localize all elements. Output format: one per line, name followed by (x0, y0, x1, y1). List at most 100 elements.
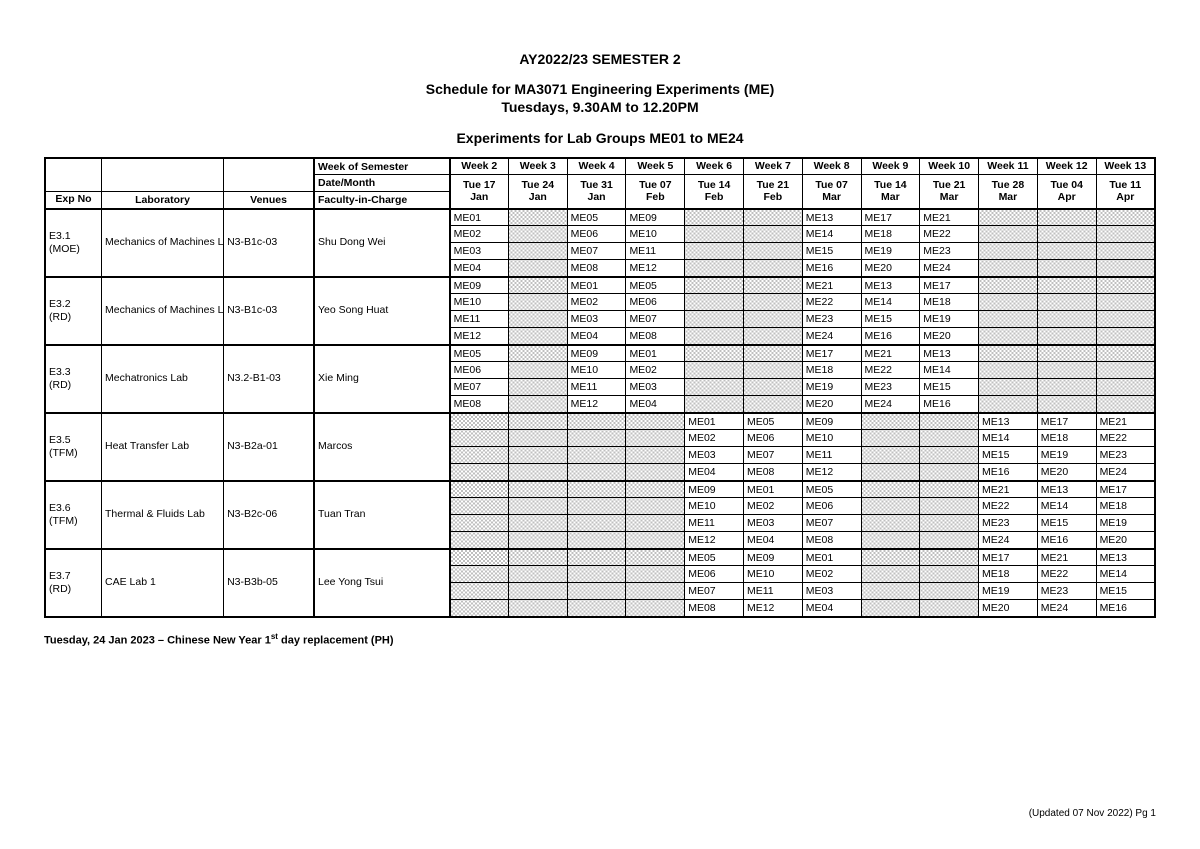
schedule-cell (685, 277, 744, 294)
hdr-date-2: Tue 17 Jan (450, 175, 509, 209)
schedule-cell (979, 294, 1038, 311)
schedule-cell: ME03 (450, 243, 509, 260)
schedule-cell (979, 260, 1038, 277)
schedule-cell: ME14 (920, 362, 979, 379)
schedule-cell: ME17 (861, 209, 920, 226)
schedule-cell (685, 379, 744, 396)
schedule-cell (979, 396, 1038, 413)
schedule-cell (1037, 209, 1096, 226)
schedule-cell (626, 430, 685, 447)
schedule-cell: ME13 (920, 345, 979, 362)
schedule-cell: ME20 (979, 600, 1038, 617)
hdr-week-8: Week 8 (802, 158, 861, 175)
schedule-cell (1096, 209, 1155, 226)
schedule-cell (508, 549, 567, 566)
schedule-cell: ME13 (861, 277, 920, 294)
schedule-cell: ME04 (567, 328, 626, 345)
schedule-cell (508, 328, 567, 345)
faculty-in-charge: Lee Yong Tsui (314, 549, 450, 617)
schedule-cell: ME24 (1037, 600, 1096, 617)
schedule-cell: ME16 (802, 260, 861, 277)
schedule-cell: ME14 (802, 226, 861, 243)
schedule-cell: ME04 (450, 260, 509, 277)
schedule-cell (450, 498, 509, 515)
schedule-cell (508, 498, 567, 515)
schedule-cell: ME12 (685, 532, 744, 549)
schedule-cell (743, 209, 802, 226)
schedule-cell (1037, 328, 1096, 345)
hdr-date-8: Tue 07 Mar (802, 175, 861, 209)
schedule-cell (508, 277, 567, 294)
schedule-cell (743, 396, 802, 413)
schedule-cell: ME12 (626, 260, 685, 277)
schedule-cell: ME24 (861, 396, 920, 413)
schedule-cell: ME09 (450, 277, 509, 294)
schedule-cell: ME21 (802, 277, 861, 294)
schedule-cell (861, 430, 920, 447)
schedule-cell: ME14 (1096, 566, 1155, 583)
schedule-cell: ME08 (743, 464, 802, 481)
schedule-cell: ME18 (979, 566, 1038, 583)
schedule-cell: ME04 (685, 464, 744, 481)
schedule-cell: ME01 (802, 549, 861, 566)
schedule-cell: ME12 (743, 600, 802, 617)
schedule-cell (1037, 362, 1096, 379)
schedule-cell (1037, 294, 1096, 311)
schedule-cell: ME12 (567, 396, 626, 413)
schedule-cell (920, 583, 979, 600)
schedule-cell (861, 498, 920, 515)
schedule-cell (567, 498, 626, 515)
hdr-week-5: Week 5 (626, 158, 685, 175)
schedule-cell: ME01 (626, 345, 685, 362)
schedule-cell (743, 277, 802, 294)
title-line-2: Schedule for MA3071 Engineering Experime… (44, 80, 1156, 98)
schedule-cell (508, 566, 567, 583)
schedule-cell (626, 515, 685, 532)
schedule-cell (861, 583, 920, 600)
schedule-cell: ME14 (979, 430, 1038, 447)
hdr-date-5: Tue 07 Feb (626, 175, 685, 209)
schedule-cell: ME13 (802, 209, 861, 226)
schedule-cell (979, 209, 1038, 226)
schedule-cell (1096, 379, 1155, 396)
schedule-cell: ME14 (1037, 498, 1096, 515)
schedule-cell (508, 209, 567, 226)
laboratory-name: Heat Transfer Lab (102, 413, 224, 481)
faculty-in-charge: Marcos (314, 413, 450, 481)
faculty-in-charge: Yeo Song Huat (314, 277, 450, 345)
schedule-cell: ME05 (743, 413, 802, 430)
schedule-cell: ME01 (743, 481, 802, 498)
laboratory-name: Thermal & Fluids Lab (102, 481, 224, 549)
title-line-1: AY2022/23 SEMESTER 2 (44, 50, 1156, 68)
schedule-cell: ME08 (626, 328, 685, 345)
hdr-date-9: Tue 14 Mar (861, 175, 920, 209)
schedule-cell (920, 481, 979, 498)
schedule-cell: ME15 (920, 379, 979, 396)
schedule-cell: ME06 (802, 498, 861, 515)
schedule-cell (920, 413, 979, 430)
schedule-cell: ME05 (567, 209, 626, 226)
hdr-week-10: Week 10 (920, 158, 979, 175)
hdr-week-of-semester: Week of Semester (314, 158, 450, 175)
schedule-cell: ME23 (1096, 447, 1155, 464)
schedule-cell: ME10 (685, 498, 744, 515)
schedule-cell (508, 311, 567, 328)
schedule-cell (450, 583, 509, 600)
schedule-cell: ME17 (802, 345, 861, 362)
schedule-cell: ME19 (1096, 515, 1155, 532)
schedule-cell (1096, 396, 1155, 413)
schedule-cell (743, 362, 802, 379)
schedule-cell: ME07 (802, 515, 861, 532)
schedule-cell (743, 243, 802, 260)
schedule-cell (508, 226, 567, 243)
schedule-cell (1096, 260, 1155, 277)
schedule-cell: ME01 (685, 413, 744, 430)
schedule-cell (508, 396, 567, 413)
schedule-cell: ME18 (920, 294, 979, 311)
schedule-cell (743, 226, 802, 243)
schedule-cell: ME02 (450, 226, 509, 243)
schedule-cell: ME11 (450, 311, 509, 328)
schedule-cell (450, 481, 509, 498)
schedule-cell (567, 532, 626, 549)
schedule-cell: ME20 (1096, 532, 1155, 549)
